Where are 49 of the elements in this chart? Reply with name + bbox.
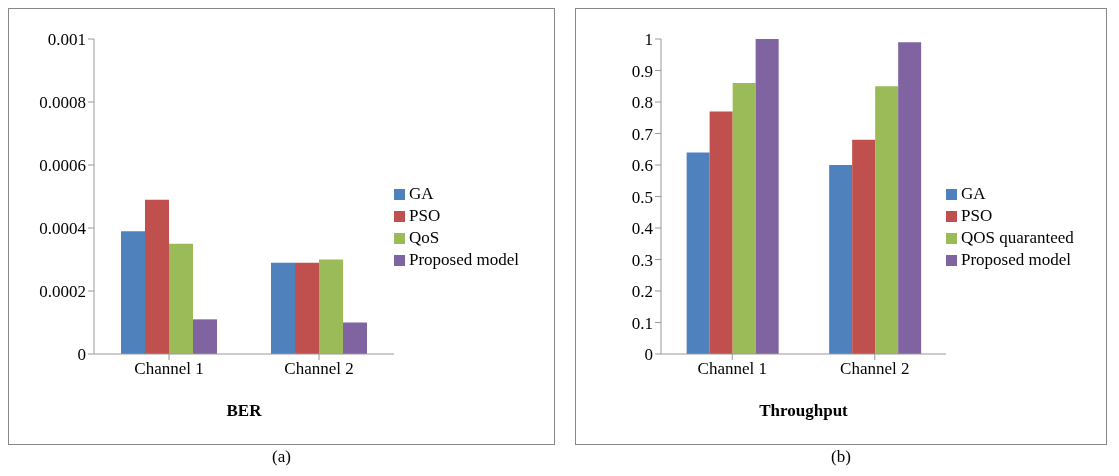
legend-label: QOS quaranteed: [961, 227, 1074, 247]
x-tick-label: Channel 2: [840, 359, 910, 379]
bar: [169, 243, 193, 354]
legend-label: Proposed model: [409, 249, 520, 269]
bar: [852, 139, 876, 354]
y-tick-label: 0.8: [631, 93, 653, 113]
bar: [755, 39, 779, 354]
legend-label: PSO: [409, 205, 441, 225]
x-tick-label: Channel 2: [284, 359, 354, 379]
y-tick-label: 0.0006: [39, 156, 86, 176]
bar: [145, 199, 169, 354]
y-tick-label: 0.7: [631, 124, 654, 144]
bar: [829, 165, 853, 354]
y-tick-label: 0.0004: [39, 219, 87, 239]
bar: [121, 231, 145, 354]
x-axis-title: BER: [226, 401, 263, 420]
bar: [709, 111, 733, 354]
x-axis-title: Throughput: [759, 401, 849, 420]
y-tick-label: 0.9: [631, 61, 653, 81]
bar: [686, 152, 710, 354]
x-tick-label: Channel 1: [134, 359, 204, 379]
legend-label: PSO: [961, 205, 993, 225]
y-tick-label: 0.2: [631, 282, 653, 302]
bar: [875, 86, 899, 354]
legend-label: QoS: [409, 227, 440, 247]
y-tick-label: 0.0008: [39, 93, 86, 113]
bar: [295, 262, 319, 354]
bar: [898, 42, 922, 354]
text: (b): [831, 447, 851, 467]
y-tick-label: 0: [644, 345, 653, 365]
legend-label: GA: [409, 183, 434, 203]
y-tick-label: 0.001: [47, 30, 86, 50]
text: (a): [272, 447, 291, 467]
bar: [319, 259, 343, 354]
y-tick-label: 0.5: [631, 187, 653, 207]
bar: [732, 83, 756, 354]
y-tick-label: 0.6: [631, 156, 653, 176]
legend-label: Proposed model: [961, 249, 1072, 269]
y-tick-label: 0.3: [631, 250, 653, 270]
x-tick-label: Channel 1: [697, 359, 767, 379]
y-tick-label: 0: [77, 345, 86, 365]
y-tick-label: 0.4: [631, 219, 654, 239]
bar: [343, 322, 367, 354]
bar: [193, 319, 217, 354]
legend-label: GA: [961, 183, 986, 203]
y-tick-label: 1: [644, 30, 653, 50]
y-tick-label: 0.1: [631, 313, 653, 333]
y-tick-label: 0.0002: [39, 282, 86, 302]
bar: [271, 262, 295, 354]
